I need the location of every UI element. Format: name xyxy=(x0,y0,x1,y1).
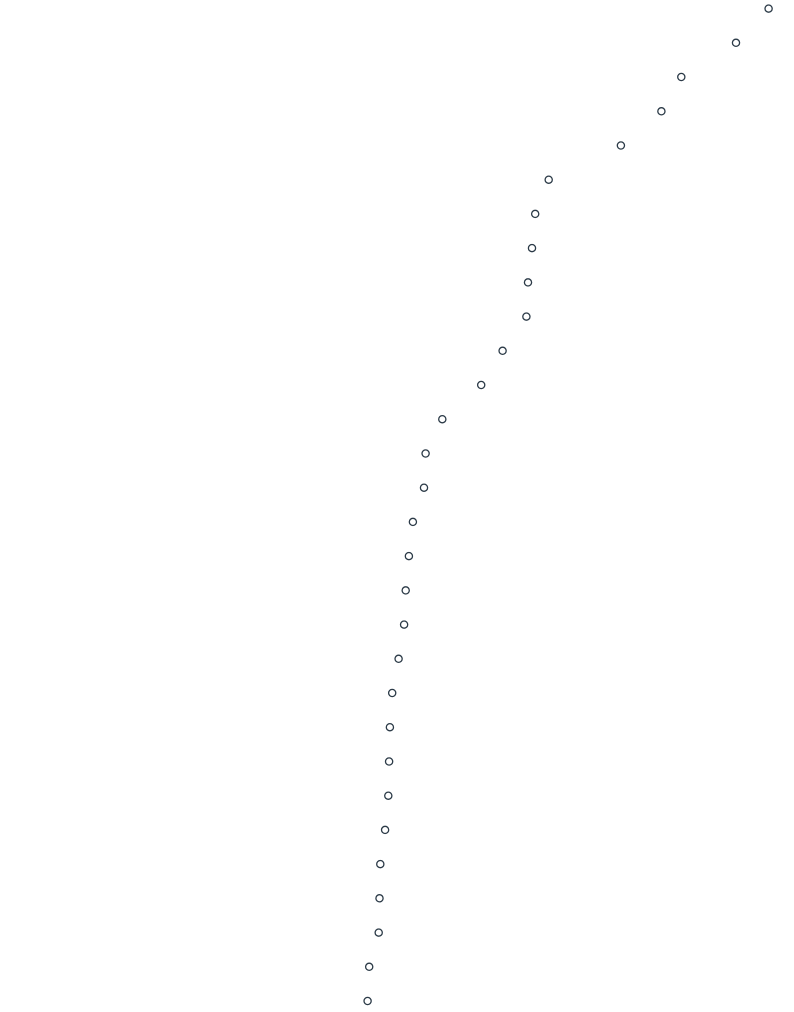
scatter-point xyxy=(731,38,741,48)
scatter-point xyxy=(401,586,410,595)
scatter-point xyxy=(374,928,383,937)
scatter-point xyxy=(522,312,531,321)
scatter-point xyxy=(523,278,533,287)
scatter-point xyxy=(419,483,429,492)
scatter-point xyxy=(399,620,409,629)
scatter-point xyxy=(375,894,384,903)
scatter-point xyxy=(384,757,394,766)
scatter-point xyxy=(498,346,507,356)
scatter-point xyxy=(544,175,553,184)
scatter-point xyxy=(364,962,374,972)
scatter-point xyxy=(421,449,430,458)
scatter-point xyxy=(384,791,393,800)
scatter-point xyxy=(616,141,626,150)
scatter-point xyxy=(380,825,390,835)
scatter-point xyxy=(387,688,397,698)
scatter-point xyxy=(438,414,447,424)
scatter-point xyxy=(363,996,372,1006)
scatter-point xyxy=(408,517,418,527)
scatter-point xyxy=(657,107,666,116)
scatter-point xyxy=(527,243,537,253)
scatter-point xyxy=(530,209,540,219)
scatter-point xyxy=(376,859,385,869)
scatter-point xyxy=(677,72,686,82)
scatter-point xyxy=(385,722,395,732)
scatter-point xyxy=(394,654,403,664)
scatter-point xyxy=(404,551,414,561)
scatter-point xyxy=(764,4,773,13)
scatter-point xyxy=(476,380,486,390)
